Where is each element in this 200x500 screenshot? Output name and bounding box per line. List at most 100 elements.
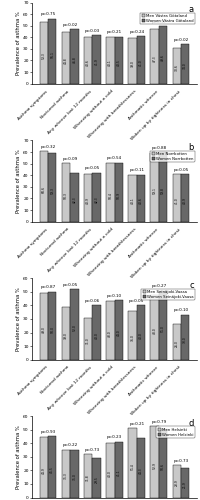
Text: 31.8: 31.8 [86,475,90,482]
Text: 21.9: 21.9 [182,481,186,488]
Text: 26.0: 26.0 [174,340,178,347]
Text: 40.1: 40.1 [130,198,134,204]
Bar [114,300,122,360]
Text: c: c [188,281,193,290]
Text: p=0.87: p=0.87 [40,286,55,290]
Text: 40.5: 40.5 [116,59,120,66]
Text: p=0.75: p=0.75 [40,12,55,16]
Text: 44.9: 44.9 [42,467,46,473]
Text: 59.8: 59.8 [160,187,164,194]
Bar [48,18,56,84]
Text: 51.0: 51.0 [160,325,164,332]
Bar [172,465,180,498]
Bar [48,436,56,498]
Text: 36.0: 36.0 [130,334,134,341]
Bar [84,174,92,222]
Text: 45.5: 45.5 [50,466,54,473]
Text: 40.0: 40.0 [108,470,112,476]
Bar [84,454,92,498]
Bar [150,294,158,360]
Text: p=0.73: p=0.73 [173,458,188,462]
Legend: Men Helsinki, Women Helsinki: Men Helsinki, Women Helsinki [156,426,194,438]
Y-axis label: Prevalence of asthma %: Prevalence of asthma % [16,425,21,489]
Y-axis label: Prevalence of asthma %: Prevalence of asthma % [16,287,21,351]
Text: 44.3: 44.3 [138,467,142,474]
Bar [128,175,136,222]
Legend: Men Norrbotten, Women Norrbotten: Men Norrbotten, Women Norrbotten [150,150,194,162]
Bar [158,152,166,222]
Text: 56.1: 56.1 [50,51,54,58]
Text: 51.4: 51.4 [130,463,134,469]
Bar [114,162,122,222]
Text: 41.1: 41.1 [116,469,120,476]
Text: 42.3: 42.3 [72,196,76,203]
Text: p=0.73: p=0.73 [84,448,100,452]
Text: 50.9: 50.9 [116,192,120,198]
Text: p=0.57: p=0.57 [151,20,166,24]
Text: 39.0: 39.0 [64,332,68,340]
Bar [158,26,166,84]
Bar [70,30,78,84]
Text: 29.5: 29.5 [94,476,98,483]
Bar [136,36,144,84]
Text: p=0.79: p=0.79 [151,420,166,424]
Text: 48.0: 48.0 [152,327,156,334]
Text: 34.0: 34.0 [182,62,186,70]
Bar [158,429,166,498]
Bar [39,437,48,498]
Bar [180,44,189,84]
Text: 40.9: 40.9 [86,197,90,203]
Text: 40.6: 40.6 [86,59,90,66]
Text: p=0.02: p=0.02 [173,38,188,42]
Text: 40.0: 40.0 [138,332,142,338]
Text: 59.1: 59.1 [152,188,156,194]
Bar [39,294,48,360]
Bar [106,37,114,84]
Text: p=0.32: p=0.32 [40,145,55,149]
Text: 33.0: 33.0 [182,336,186,343]
Bar [39,22,48,84]
Text: d: d [187,419,193,428]
Text: p=0.88: p=0.88 [151,146,166,150]
Text: p=0.22: p=0.22 [62,444,77,448]
Text: 46.8: 46.8 [72,56,76,62]
Text: p=0.05: p=0.05 [128,299,144,303]
Text: 43.0: 43.0 [108,330,112,337]
Bar [106,302,114,360]
Text: p=0.10: p=0.10 [173,308,188,312]
Bar [70,450,78,498]
Bar [48,153,56,222]
Text: 23.9: 23.9 [174,480,178,486]
Text: 30.6: 30.6 [174,64,178,71]
Bar [158,290,166,360]
Bar [70,172,78,222]
Text: 44.8: 44.8 [64,57,68,64]
Text: p=0.54: p=0.54 [106,156,122,160]
Bar [62,307,70,360]
Bar [150,153,158,222]
Bar [128,311,136,360]
Bar [62,164,70,222]
Text: 40.6: 40.6 [138,197,142,204]
Text: p=0.05: p=0.05 [62,283,77,287]
Text: p=0.23: p=0.23 [106,436,122,440]
Bar [180,315,189,360]
Text: 60.6: 60.6 [42,186,46,194]
Text: 35.3: 35.3 [64,472,68,480]
Text: 49.0: 49.0 [42,326,46,333]
Bar [128,428,136,498]
Bar [92,35,100,84]
Text: p=0.21: p=0.21 [106,30,122,34]
Bar [180,174,189,222]
Text: 44.0: 44.0 [116,330,120,336]
Bar [70,289,78,360]
Bar [172,48,180,84]
Text: 39.0: 39.0 [130,60,134,66]
Text: p=0.21: p=0.21 [129,422,144,426]
Text: 41.0: 41.0 [174,197,178,203]
Bar [84,36,92,84]
Text: 41.0: 41.0 [138,59,142,66]
Bar [92,172,100,222]
Text: p=0.24: p=0.24 [129,30,144,34]
Text: b: b [187,143,193,152]
